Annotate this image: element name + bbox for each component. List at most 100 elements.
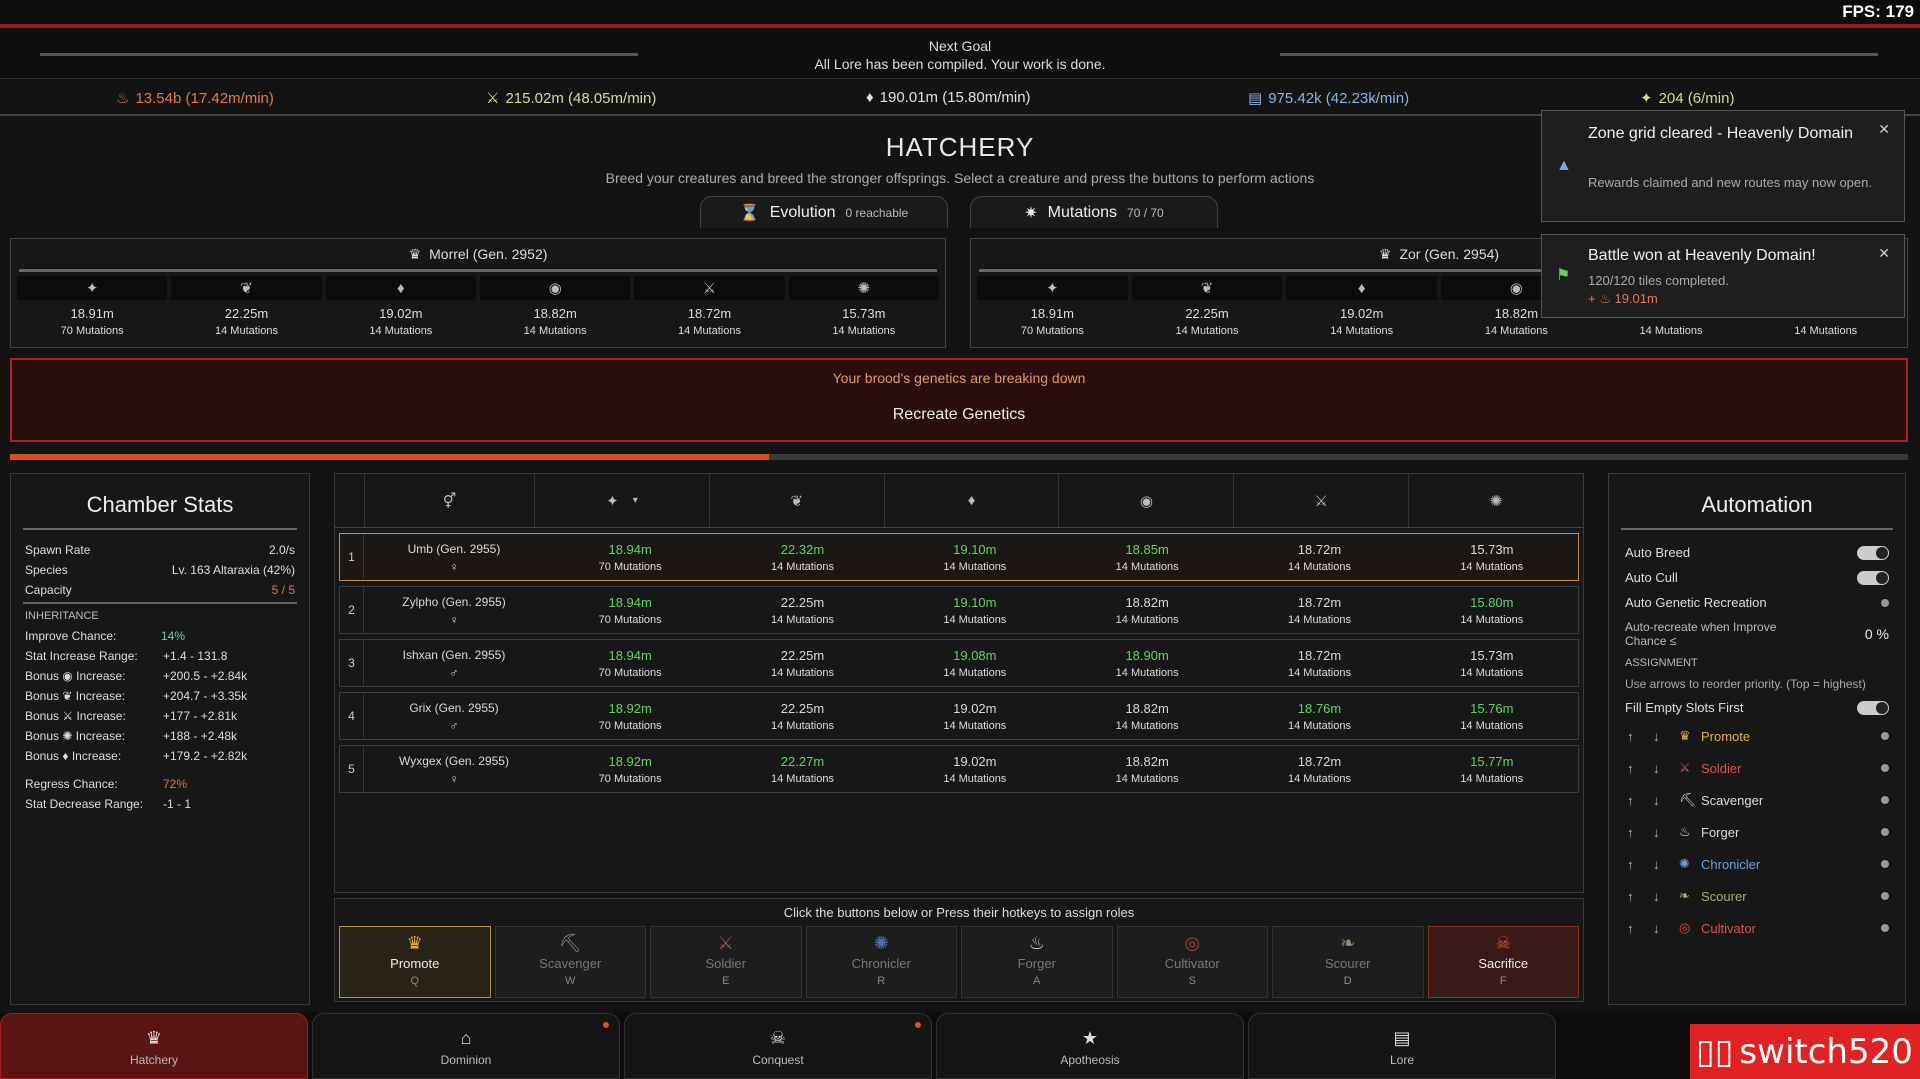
nav-tab-dominion[interactable]: ⌂ Dominion <box>312 1013 620 1079</box>
switch-icon: ▯▯ <box>1696 1032 1734 1071</box>
priority-toggle[interactable] <box>1881 924 1889 932</box>
creature-name: Ishxan (Gen. 2955) <box>402 648 506 662</box>
priority-toggle[interactable] <box>1881 796 1889 804</box>
stat-icon: ✦ <box>977 276 1128 300</box>
parent-stat-cell: ♦ 19.02m 14 Mutations <box>1286 276 1438 337</box>
creature-name: Grix (Gen. 2955) <box>409 701 499 715</box>
parent-stat-cell: ❦ 22.25m 14 Mutations <box>171 276 322 337</box>
priority-toggle[interactable] <box>1881 764 1889 772</box>
table-row[interactable]: 2 Zylpho (Gen. 2955) ♀ 18.94m 70 Mutations 22… <box>339 586 1579 634</box>
resource-drop: ♦ 190.01m (15.80m/min) <box>866 89 1031 106</box>
resource-crystal: ✦ 204 (6/min) <box>1640 89 1735 108</box>
gear-icon: ✷ <box>1024 204 1038 222</box>
arrow-up-icon[interactable]: ↑ <box>1627 856 1634 872</box>
priority-row: ↑ ↓ ✺ Chronicler <box>1609 848 1905 880</box>
drop-icon[interactable]: ♦ <box>885 474 1060 527</box>
next-goal-bar: Next Goal All Lore has been compiled. Yo… <box>0 28 1920 78</box>
resource-bar: ♨ 13.54b (17.42m/min) ⚔ 215.02m (48.05m/mi… <box>0 78 1920 116</box>
role-button-cultivator[interactable]: ◎ Cultivator S <box>1116 926 1268 998</box>
goal-label: Next Goal <box>928 38 992 54</box>
tab-evolution[interactable]: ⌛ Evolution 0 reachable <box>700 196 948 228</box>
stat-row: Capacity 5 / 5 <box>25 583 295 597</box>
fill-empty-toggle[interactable] <box>1857 700 1889 715</box>
goal-line-left <box>40 53 638 56</box>
stat-icon: ❦ <box>1131 276 1283 300</box>
wings-icon[interactable]: ❦ <box>710 474 885 527</box>
recreate-genetics-button[interactable]: Recreate Genetics <box>892 406 1026 423</box>
toast-battle-won: ⚑ Battle won at Heavenly Domain! 120/120… <box>1541 234 1905 318</box>
crown-icon: ♛ <box>408 245 422 262</box>
priority-toggle[interactable] <box>1881 860 1889 868</box>
gear-icon[interactable]: ✺ <box>1489 492 1503 510</box>
auto-breed-toggle[interactable] <box>1857 545 1889 560</box>
close-icon[interactable]: ✕ <box>1878 121 1890 137</box>
notification-dot <box>915 1022 921 1028</box>
priority-toggle[interactable] <box>1881 892 1889 900</box>
auto-genetic-toggle[interactable] <box>1881 598 1889 607</box>
arrow-up-icon[interactable]: ↑ <box>1627 888 1634 904</box>
recreate-threshold-input[interactable]: 0 % <box>1864 626 1889 642</box>
tab-mutations[interactable]: ✷ Mutations 70 / 70 <box>970 196 1218 228</box>
inheritance-label: INHERITANCE <box>25 610 99 622</box>
arrow-up-icon[interactable]: ↑ <box>1627 760 1634 776</box>
chamber-title: Chamber Stats <box>86 492 234 517</box>
automation-title: Automation <box>1701 492 1813 517</box>
goal-text: All Lore has been compiled. Your work is… <box>814 56 1106 72</box>
role-button-soldier[interactable]: ⚔ Soldier E <box>650 926 802 998</box>
stat-icon: ⚔ <box>634 276 785 300</box>
table-row[interactable]: 5 Wyxgex (Gen. 2955) ♀ 18.92m 70 Mutations 22… <box>339 745 1579 793</box>
resource-scroll: ▤ 975.42k (42.23k/min) <box>1248 89 1410 108</box>
nav-tab-conquest[interactable]: ☠ Conquest <box>624 1013 932 1079</box>
role-panel: Click the buttons below or Press their h… <box>334 898 1584 1002</box>
stat-icon: ✦ <box>17 276 168 300</box>
blade-icon[interactable]: ⚔ <box>1234 474 1410 527</box>
close-icon[interactable]: ✕ <box>1878 245 1890 261</box>
arrow-down-icon[interactable]: ↓ <box>1653 728 1660 744</box>
priority-toggle[interactable] <box>1881 828 1889 836</box>
table-row[interactable]: 3 Ishxan (Gen. 2955) ♂ 18.94m 70 Mutations 22… <box>339 639 1579 687</box>
sort-sparkle-icon[interactable]: ✦ ▾ <box>535 474 710 527</box>
role-button-scavenger[interactable]: ⛏ Scavenger W <box>494 926 646 998</box>
watermark-logo: ▯▯ switch520 <box>1690 1024 1920 1079</box>
gender-icon: ♂ <box>449 719 459 733</box>
arrow-up-icon[interactable]: ↑ <box>1627 824 1634 840</box>
table-row[interactable]: 1 Umb (Gen. 2955) ♀ 18.94m 70 Mutations 22.32… <box>339 533 1579 581</box>
nav-tab-lore[interactable]: ▤ Lore <box>1248 1013 1556 1079</box>
nav-tab-apotheosis[interactable]: ★ Apotheosis <box>936 1013 1244 1079</box>
arrow-down-icon[interactable]: ↓ <box>1653 856 1660 872</box>
role-button-scourer[interactable]: ❧ Scourer D <box>1272 926 1424 998</box>
arrow-down-icon[interactable]: ↓ <box>1653 760 1660 776</box>
arrow-down-icon[interactable]: ↓ <box>1653 888 1660 904</box>
table-header: ⚥ ✦ ▾ ❦ ♦ ◉ ⚔ ✺ <box>335 474 1583 528</box>
stat-row: Spawn Rate 2.0/s <box>25 543 295 557</box>
stat-icon: ♦ <box>1286 276 1438 300</box>
blade-icon: ⚔ <box>486 90 500 107</box>
nav-tab-hatchery[interactable]: ♛ Hatchery <box>0 1013 308 1079</box>
role-button-sacrifice[interactable]: ☠ Sacrifice F <box>1427 926 1579 998</box>
arrow-up-icon[interactable]: ↑ <box>1627 920 1634 936</box>
drop-icon: ♦ <box>866 89 874 106</box>
crown-icon: ♛ <box>1378 245 1392 262</box>
arrow-down-icon[interactable]: ↓ <box>1653 792 1660 808</box>
stat-row: Species Lv. 163 Altaraxia (42%) <box>25 563 295 577</box>
priority-toggle[interactable] <box>1881 732 1889 740</box>
parent-panel-left[interactable]: ♛ Morrel (Gen. 2952) ✦ 18.91m 70 Mutations ❦… <box>10 238 946 348</box>
creature-name: Zylpho (Gen. 2955) <box>402 595 506 609</box>
bottom-nav: ♛ Hatchery ⌂ Dominion ☠ Conquest ★ Apotheosis ▤ L… <box>0 1013 1920 1079</box>
table-row[interactable]: 4 Grix (Gen. 2955) ♂ 18.92m 70 Mutations 22.2… <box>339 692 1579 740</box>
arrow-down-icon[interactable]: ↓ <box>1653 824 1660 840</box>
brain-icon[interactable]: ◉ <box>1059 474 1235 527</box>
role-button-promote[interactable]: ♛ Promote Q <box>339 926 491 998</box>
auto-cull-toggle[interactable] <box>1857 570 1889 585</box>
creature-name: Wyxgex (Gen. 2955) <box>399 754 509 768</box>
arrow-down-icon[interactable]: ↓ <box>1653 920 1660 936</box>
gender-icon[interactable]: ⚥ <box>365 474 535 527</box>
parent-stats: ✦ 18.91m 70 Mutations ❦ 22.25m 14 Mutations ♦ 1… <box>11 272 945 341</box>
arrow-up-icon[interactable]: ↑ <box>1627 728 1634 744</box>
role-button-forger[interactable]: ♨ Forger A <box>961 926 1113 998</box>
goal-line-right <box>1280 53 1878 56</box>
stat-icon: ✺ <box>788 276 939 300</box>
role-button-chronicler[interactable]: ✺ Chronicler R <box>805 926 957 998</box>
arrow-up-icon[interactable]: ↑ <box>1627 792 1634 808</box>
